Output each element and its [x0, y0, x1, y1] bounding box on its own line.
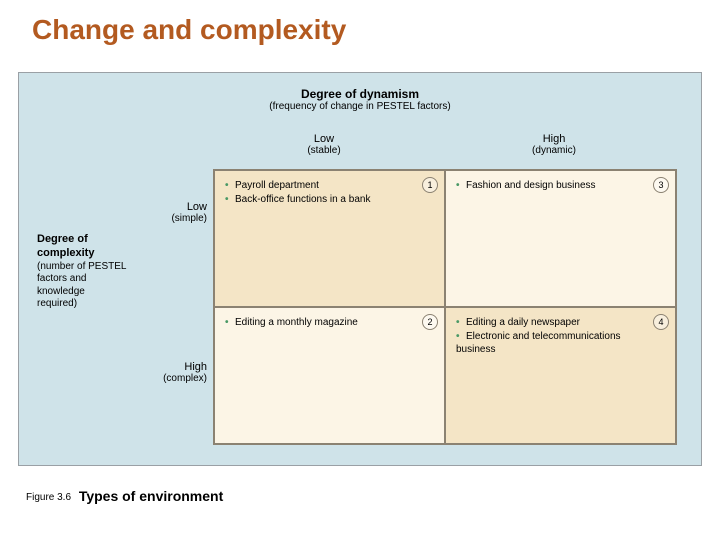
quadrant-items: Payroll department Back-office functions…: [225, 179, 416, 206]
diagram-panel: Degree of dynamism (frequency of change …: [18, 72, 702, 466]
two-by-two-matrix: 1 Payroll department Back-office functio…: [213, 169, 677, 445]
quadrant-low-high: 2 Editing a monthly magazine: [214, 307, 445, 444]
quadrant-low-low: 1 Payroll department Back-office functio…: [214, 170, 445, 307]
figure-caption: Figure 3.6 Types of environment: [26, 488, 223, 504]
quadrant-items: Editing a daily newspaper Electronic and…: [456, 316, 647, 357]
quadrant-number: 2: [422, 314, 438, 330]
figure-number: Figure 3.6: [26, 492, 71, 503]
figure-text: Types of environment: [79, 488, 223, 504]
quadrant-high-high: 4 Editing a daily newspaper Electronic a…: [445, 307, 676, 444]
quadrant-high-low: 3 Fashion and design business: [445, 170, 676, 307]
x-low-header: Low (stable): [279, 133, 369, 156]
y-axis-title: Degree of complexity: [37, 233, 127, 261]
quadrant-items: Fashion and design business: [456, 179, 647, 193]
list-item: Fashion and design business: [456, 179, 647, 193]
x-high-header: High (dynamic): [509, 133, 599, 156]
y-low-sub: (simple): [147, 213, 207, 224]
x-axis-header: Degree of dynamism (frequency of change …: [19, 87, 701, 112]
y-high-sub: (complex): [147, 373, 207, 384]
slide-title: Change and complexity: [32, 14, 346, 46]
quadrant-number: 4: [653, 314, 669, 330]
x-axis-subtitle: (frequency of change in PESTEL factors): [19, 101, 701, 112]
list-item: Editing a monthly magazine: [225, 316, 416, 330]
x-high-sub: (dynamic): [509, 145, 599, 156]
list-item: Back-office functions in a bank: [225, 193, 416, 207]
y-high-header: High (complex): [147, 361, 207, 384]
list-item: Payroll department: [225, 179, 416, 193]
y-low-header: Low (simple): [147, 201, 207, 224]
x-low-label: Low: [279, 133, 369, 145]
list-item: Electronic and telecommunications busine…: [456, 330, 647, 357]
y-axis-subtitle: (number of PESTEL factors and knowledge …: [37, 261, 127, 311]
y-low-label: Low: [187, 201, 207, 213]
y-axis-header: Degree of complexity (number of PESTEL f…: [37, 233, 127, 311]
quadrant-items: Editing a monthly magazine: [225, 316, 416, 330]
list-item: Editing a daily newspaper: [456, 316, 647, 330]
y-high-label: High: [184, 361, 207, 373]
quadrant-number: 1: [422, 177, 438, 193]
quadrant-number: 3: [653, 177, 669, 193]
x-high-label: High: [509, 133, 599, 145]
x-low-sub: (stable): [279, 145, 369, 156]
x-axis-title: Degree of dynamism: [19, 87, 701, 101]
